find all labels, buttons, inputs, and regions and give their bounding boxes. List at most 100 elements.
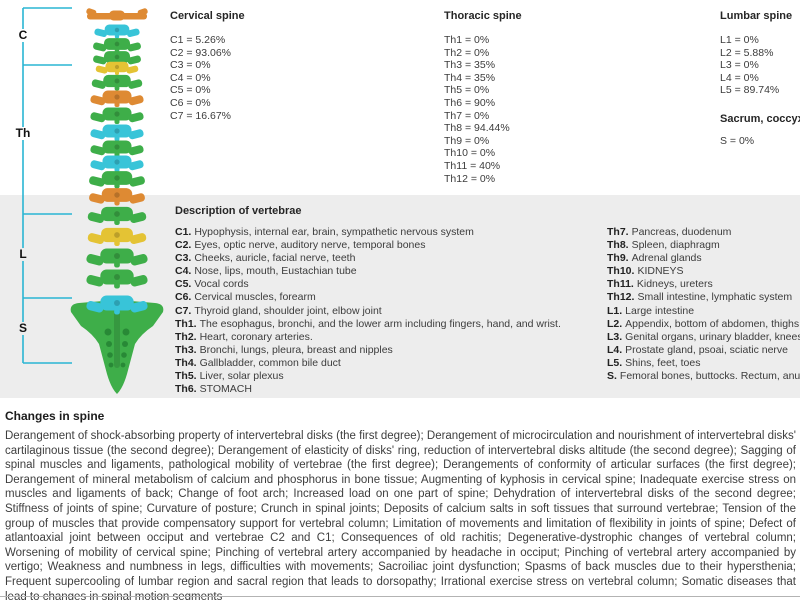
vertebra: [88, 171, 146, 189]
vertebra-organs: Nose, lips, mouth, Eustachian tube: [194, 265, 357, 278]
vertebra-percentage: Th12 = 0%: [444, 172, 496, 185]
thoracic-spine-section: Thoracic spine Th1 = 0% Th2 = 0% Th3 = 35%…: [444, 10, 522, 185]
vertebra-percentage: Th2 = 0%: [444, 46, 490, 59]
spine-illustration: [70, 7, 164, 394]
vertebra-organs: Cervical muscles, forearm: [194, 291, 316, 304]
vertebra-percentage: C3 = 0%: [170, 59, 211, 72]
vertebra: [89, 90, 145, 107]
vertebra: [86, 206, 148, 225]
changes-in-spine-title: Changes in spine: [5, 409, 105, 423]
vertebra-code: C3.: [175, 252, 192, 265]
vertebra-organs: Appendix, bottom of abdomen, thighs: [625, 317, 800, 330]
region-label-lumbar: L: [16, 248, 30, 261]
vertebra-organs: Pancreas, duodenum: [631, 226, 732, 238]
vertebra-percentage: Th7 = 0%: [444, 109, 490, 122]
vertebra-organs: KIDNEYS: [637, 265, 684, 278]
thoracic-spine-title: Thoracic spine: [444, 10, 522, 22]
vertebra: [85, 248, 149, 268]
vertebra-percentage: S = 0%: [720, 135, 755, 147]
vertebra-description: S. Femoral bones, buttocks. Rectum, anus: [607, 370, 800, 383]
vertebra-description: Th6. STOMACH: [175, 383, 561, 396]
region-label-thoracic: Th: [12, 127, 34, 140]
vertebra-organs: Prostate gland, psoai, sciatic nerve: [625, 343, 789, 356]
vertebra: [89, 140, 145, 157]
vertebra-code: Th12.: [607, 291, 635, 304]
vertebra-organs: Spleen, diaphragm: [631, 239, 720, 252]
vertebra-code: L3.: [607, 330, 623, 343]
vertebra-code: Th2.: [175, 330, 197, 343]
vertebra-description: Th1. The esophagus, bronchi, and the lowe…: [175, 318, 561, 331]
vertebra-code: C1.: [175, 226, 192, 238]
vertebra-percentage: Th4 = 35%: [444, 71, 496, 84]
vertebra: [86, 227, 148, 246]
vertebra: [88, 188, 146, 206]
vertebra-code: S.: [607, 370, 617, 383]
vertebra-description: C5. Vocal cords: [175, 278, 561, 291]
vertebra-description: L5. Shins, feet, toes: [607, 357, 800, 370]
vertebra-code: Th7.: [607, 226, 629, 238]
vertebra-organs: Liver, solar plexus: [199, 370, 284, 383]
vertebra-organs: Femoral bones, buttocks. Rectum, anus: [619, 370, 800, 383]
vertebra-code: C6.: [175, 291, 192, 304]
vertebra-percentage: Th1 = 0%: [444, 34, 490, 46]
vertebra-description: C7. Thyroid gland, shoulder joint, elbow …: [175, 305, 561, 318]
vertebra-description: L4. Prostate gland, psoai, sciatic nerve: [607, 344, 800, 357]
vertebra-code: Th5.: [175, 370, 197, 383]
vertebra-organs: Large intestine: [625, 304, 695, 317]
vertebra-percentage: Th11 = 40%: [444, 159, 501, 172]
vertebra: [85, 269, 149, 289]
vertebra-organs: Vocal cords: [194, 278, 249, 291]
changes-in-spine-paragraph: Derangement of shock-absorbing property …: [5, 430, 796, 600]
vertebra-organs: Small intestine, lymphatic system: [637, 291, 793, 304]
vertebra-code: L5.: [607, 356, 623, 369]
vertebra-code: Th9.: [607, 252, 629, 265]
vertebra-code: L2.: [607, 317, 623, 330]
cervical-spine-title: Cervical spine: [170, 10, 245, 22]
vertebra-organs: Thyroid gland, shoulder joint, elbow joi…: [194, 304, 382, 317]
vertebra-percentage: Th6 = 90%: [444, 96, 496, 109]
lumbar-values-list: L1 = 0% L2 = 5.88% L3 = 0% L4 = 0% L5 = 89.7…: [720, 34, 792, 97]
vertebra-organs: Shins, feet, toes: [625, 356, 701, 369]
vertebra-description: Th5. Liver, solar plexus: [175, 370, 561, 383]
vertebra-description: Th7. Pancreas, duodenum: [607, 226, 800, 239]
vertebra-description: C3. Cheeks, auricle, facial nerve, teeth: [175, 252, 561, 265]
vertebra: [91, 74, 143, 91]
vertebra-percentage: L4 = 0%: [720, 71, 759, 84]
vertebra-organs: The esophagus, bronchi, and the lower ar…: [199, 317, 561, 330]
lumbar-spine-title: Lumbar spine: [720, 10, 793, 22]
vertebra-c1-atlas: [85, 7, 149, 21]
vertebra-code: Th8.: [607, 239, 629, 252]
vertebra-percentage: L3 = 0%: [720, 59, 759, 72]
description-section-background: [0, 195, 800, 398]
vertebra-organs: Genital organs, urinary bladder, knees: [625, 330, 800, 343]
vertebra-percentage: Th5 = 0%: [444, 84, 490, 97]
vertebra: [89, 124, 145, 141]
vertebra-description: L2. Appendix, bottom of abdomen, thighs: [607, 318, 800, 331]
spine-region-bracket: [22, 7, 72, 364]
vertebra-code: Th6.: [175, 383, 197, 396]
vertebra-code: L4.: [607, 343, 623, 356]
vertebra-description: Th9. Adrenal glands: [607, 252, 800, 265]
vertebra-code: C7.: [175, 304, 192, 317]
vertebra-code: Th4.: [175, 356, 197, 369]
vertebra-description: Th2. Heart, coronary arteries.: [175, 331, 561, 344]
vertebra-percentage: Th9 = 0%: [444, 134, 490, 147]
vertebra-organs: Hypophysis, internal ear, brain, sympath…: [194, 226, 474, 238]
region-label-sacral: S: [15, 322, 31, 335]
vertebra-code: C4.: [175, 265, 192, 278]
description-title: Description of vertebrae: [175, 205, 302, 217]
sacrum: [70, 300, 164, 394]
vertebra-code: C5.: [175, 278, 192, 291]
vertebra-description: C1. Hypophysis, internal ear, brain, symp…: [175, 226, 561, 239]
vertebra-description: Th8. Spleen, diaphragm: [607, 239, 800, 252]
vertebra-percentage: Th3 = 35%: [444, 59, 496, 72]
vertebra: [89, 107, 145, 124]
vertebra: [93, 24, 141, 39]
vertebra: [89, 155, 145, 172]
vertebra-description: Th11. Kidneys, ureters: [607, 278, 800, 291]
vertebra-percentage: C2 = 93.06%: [170, 46, 232, 59]
vertebra-percentage: L2 = 5.88%: [720, 46, 774, 59]
vertebra-percentage: L5 = 89.74%: [720, 84, 780, 97]
vertebra-description: Th12. Small intestine, lymphatic system: [607, 291, 800, 304]
